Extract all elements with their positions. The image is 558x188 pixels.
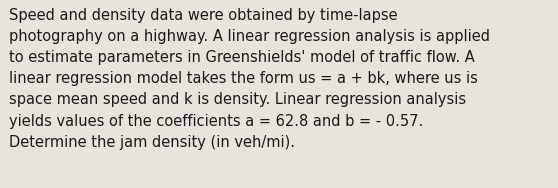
Text: Speed and density data were obtained by time-lapse
photography on a highway. A l: Speed and density data were obtained by …	[9, 8, 490, 150]
